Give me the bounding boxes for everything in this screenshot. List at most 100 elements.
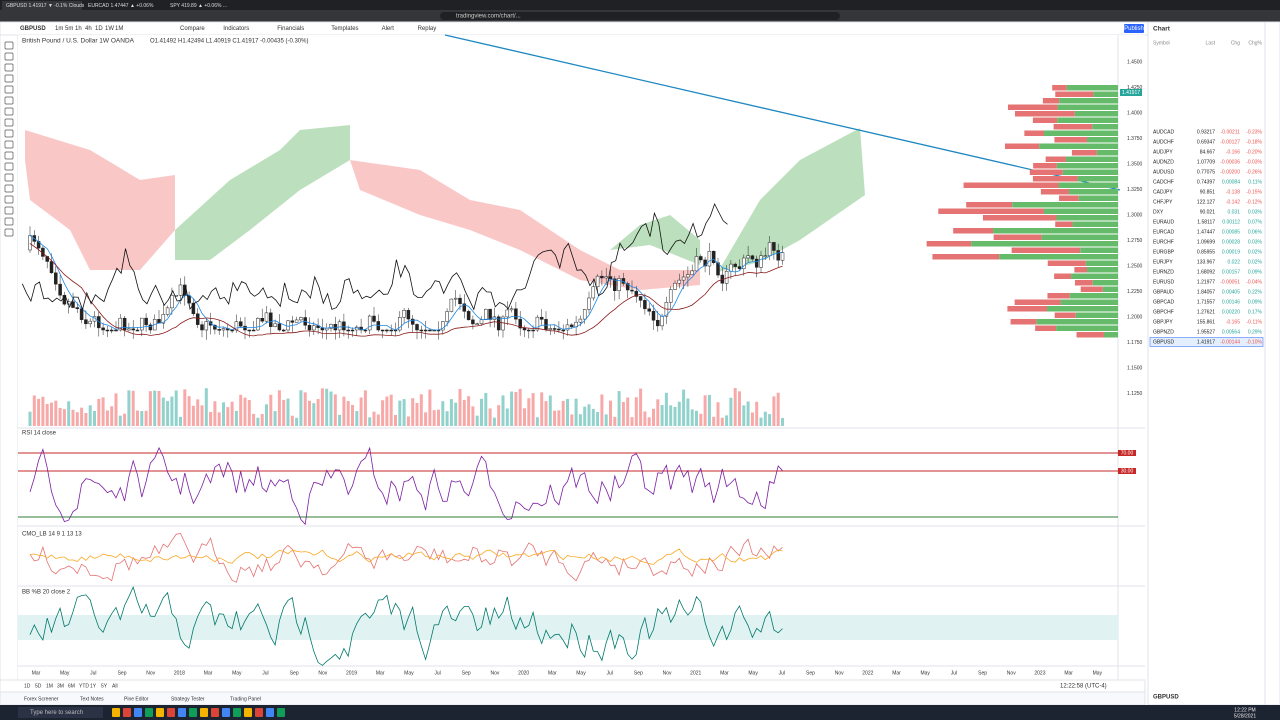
- interval[interactable]: 5m: [65, 26, 73, 32]
- tool-icon[interactable]: [4, 74, 14, 83]
- tool-icon[interactable]: [4, 195, 14, 204]
- panel-tab[interactable]: Text Notes: [80, 696, 104, 702]
- watchlist-cell[interactable]: CADCHF: [1153, 179, 1174, 185]
- tool-icon[interactable]: [4, 184, 14, 193]
- watchlist-cell[interactable]: AUDUSD: [1153, 169, 1175, 175]
- taskbar-icon[interactable]: [233, 708, 241, 717]
- taskbar-icon[interactable]: [189, 708, 197, 717]
- browser-tab[interactable]: [166, 1, 246, 10]
- watchlist-cell[interactable]: EURCHF: [1153, 239, 1174, 245]
- taskbar-icon[interactable]: [244, 708, 252, 717]
- watchlist-cell[interactable]: AUDJPY: [1153, 149, 1173, 155]
- watchlist-cell[interactable]: GBPCHF: [1153, 309, 1174, 315]
- base-line: [29, 243, 783, 337]
- taskbar-icon[interactable]: [222, 708, 230, 717]
- trendline[interactable]: [444, 34, 1121, 191]
- tool-icon[interactable]: [4, 217, 14, 226]
- symbol[interactable]: GBPUSD: [20, 26, 46, 32]
- interval[interactable]: 1h: [75, 26, 82, 32]
- toolbar-item[interactable]: Replay: [418, 26, 437, 32]
- taskbar-icon[interactable]: [145, 708, 153, 717]
- panel-tab[interactable]: Pine Editor: [124, 696, 149, 702]
- watchlist-cell[interactable]: EURUSD: [1153, 279, 1175, 285]
- range-button[interactable]: 1Y: [90, 683, 97, 689]
- tool-icon[interactable]: [4, 52, 14, 61]
- browser-tab[interactable]: [84, 1, 164, 10]
- tool-icon[interactable]: [4, 206, 14, 215]
- taskbar-icon[interactable]: [211, 708, 219, 717]
- tool-icon[interactable]: [4, 140, 14, 149]
- range-button[interactable]: YTD: [79, 683, 89, 689]
- taskbar-icon[interactable]: [255, 708, 263, 717]
- taskbar-icon[interactable]: [266, 708, 274, 717]
- watchlist-cell[interactable]: EURCAD: [1153, 229, 1175, 235]
- volume-bar: [540, 392, 544, 426]
- toolbar-item[interactable]: Alert: [382, 26, 395, 32]
- tool-icon[interactable]: [4, 173, 14, 182]
- watchlist-cell[interactable]: AUDCHF: [1153, 139, 1174, 145]
- taskbar-icon[interactable]: [167, 708, 175, 717]
- range-button[interactable]: 5D: [35, 683, 42, 689]
- tool-icon[interactable]: [4, 41, 14, 50]
- range-button[interactable]: 5Y: [101, 683, 108, 689]
- search-box[interactable]: [18, 707, 103, 718]
- interval[interactable]: 4h: [85, 26, 92, 32]
- watchlist-cell: 1.21977: [1197, 279, 1215, 285]
- tool-icon[interactable]: [4, 228, 14, 237]
- browser-tab[interactable]: [2, 1, 82, 10]
- toolbar-item[interactable]: Compare: [180, 26, 205, 32]
- toolbar-item[interactable]: Templates: [331, 26, 358, 32]
- volume-bar: [303, 392, 307, 426]
- taskbar-icon[interactable]: [178, 708, 186, 717]
- interval[interactable]: 1D: [95, 26, 103, 32]
- volume-bar: [351, 404, 354, 426]
- watchlist-cell[interactable]: EURGBP: [1153, 249, 1175, 255]
- taskbar-icon[interactable]: [277, 708, 285, 717]
- panel-tab[interactable]: Trading Panel: [230, 696, 261, 702]
- watchlist-cell[interactable]: GBPNZD: [1153, 329, 1174, 335]
- interval[interactable]: 1M: [115, 26, 123, 32]
- tool-icon[interactable]: [4, 151, 14, 160]
- watchlist-cell[interactable]: AUDNZD: [1153, 159, 1174, 165]
- watchlist-cell[interactable]: CHFJPY: [1153, 199, 1173, 205]
- watchlist-cell[interactable]: EURNZD: [1153, 269, 1174, 275]
- toolbar-item[interactable]: Indicators: [223, 26, 249, 32]
- watchlist-cell[interactable]: GBPUSD: [1153, 339, 1175, 345]
- taskbar-icon[interactable]: [200, 708, 208, 717]
- column-header: Symbol: [1153, 40, 1170, 46]
- range-button[interactable]: 3M: [57, 683, 64, 689]
- taskbar-icon[interactable]: [123, 708, 131, 717]
- interval[interactable]: 1m: [55, 26, 63, 32]
- tool-icon[interactable]: [4, 85, 14, 94]
- tool-icon[interactable]: [4, 162, 14, 171]
- watchlist-cell[interactable]: EURAUD: [1153, 219, 1175, 225]
- profile-buy: [1078, 195, 1118, 201]
- panel-tab[interactable]: Strategy Tester: [171, 696, 205, 702]
- taskbar-icon[interactable]: [134, 708, 142, 717]
- tool-icon[interactable]: [4, 129, 14, 138]
- candle-body: [767, 242, 772, 256]
- tool-icon[interactable]: [4, 118, 14, 127]
- toolbar-item[interactable]: Financials: [277, 26, 304, 32]
- interval[interactable]: 1W: [105, 26, 114, 32]
- watchlist-cell[interactable]: AUDCAD: [1153, 129, 1175, 135]
- watchlist-cell[interactable]: GBPAUD: [1153, 289, 1174, 295]
- panel-tab[interactable]: Forex Screener: [24, 696, 59, 702]
- range-button[interactable]: 1M: [46, 683, 53, 689]
- watchlist-cell[interactable]: DXY: [1153, 209, 1164, 215]
- taskbar-icon[interactable]: [112, 708, 120, 717]
- watchlist-cell[interactable]: GBPCAD: [1153, 299, 1175, 305]
- range-button[interactable]: 6M: [68, 683, 75, 689]
- tool-icon[interactable]: [4, 96, 14, 105]
- publish-button[interactable]: [1124, 24, 1144, 33]
- taskbar-icon[interactable]: [156, 708, 164, 717]
- tool-icon[interactable]: [4, 107, 14, 116]
- watchlist-cell[interactable]: EURJPY: [1153, 259, 1173, 265]
- url-field[interactable]: [440, 12, 840, 20]
- tool-icon[interactable]: [4, 63, 14, 72]
- selected-row[interactable]: [1149, 337, 1264, 347]
- watchlist-cell[interactable]: GBPJPY: [1153, 319, 1173, 325]
- watchlist-cell[interactable]: CADJPY: [1153, 189, 1173, 195]
- range-button[interactable]: All: [112, 683, 118, 689]
- range-button[interactable]: 1D: [24, 683, 31, 689]
